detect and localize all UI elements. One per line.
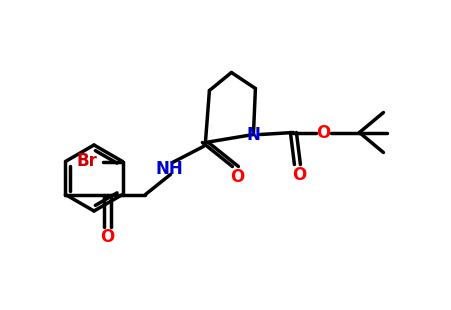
Text: O: O [100,228,115,246]
Text: O: O [292,166,307,184]
Text: O: O [230,169,244,187]
Text: Br: Br [76,153,97,171]
Text: NH: NH [156,160,183,178]
Text: N: N [247,126,260,144]
Text: O: O [316,123,331,141]
